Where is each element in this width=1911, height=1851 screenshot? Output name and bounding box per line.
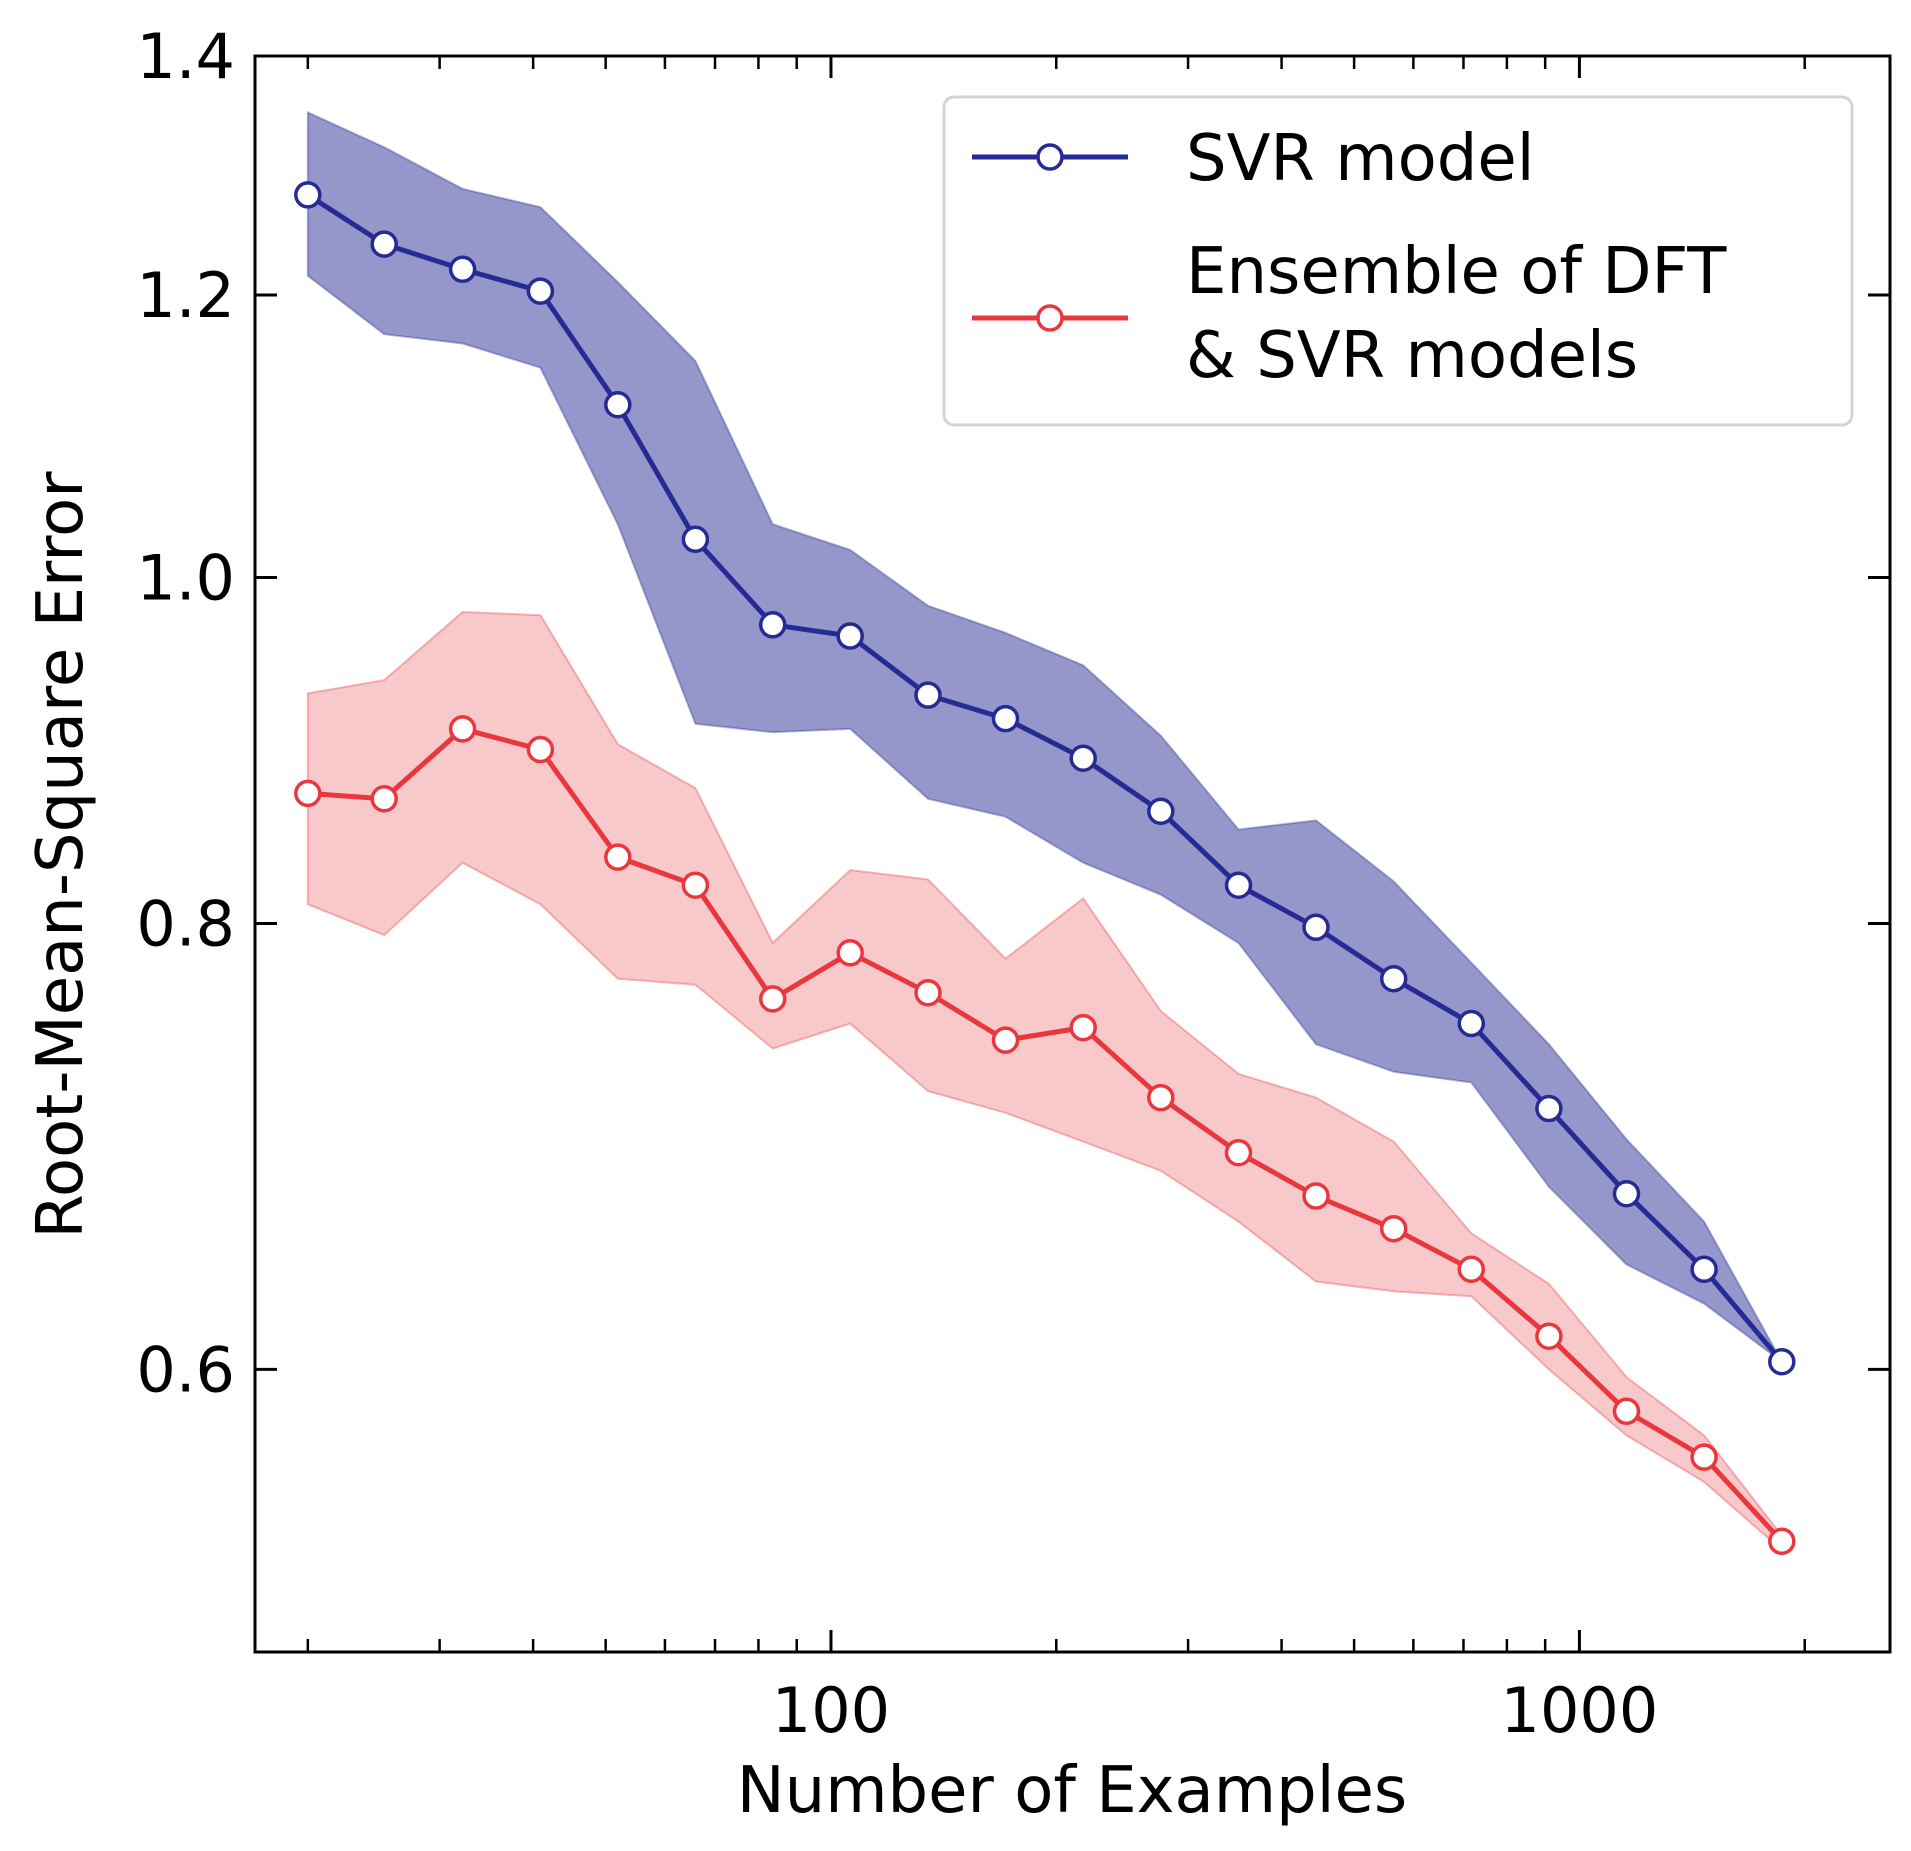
point-series-1-19 (1768, 1527, 1796, 1556)
point-series-0-5 (681, 525, 710, 554)
legend-svr-marker (1036, 143, 1064, 171)
x-tick-label-0: 100 (772, 1674, 890, 1747)
legend-ensemble-label-line-2: & SVR models (1186, 319, 1638, 393)
x-axis-label: Number of Examples (737, 1754, 1407, 1828)
legend-ensemble-marker (1036, 304, 1064, 332)
point-series-1-12 (1224, 1138, 1253, 1167)
tick-labels: 0.6 0.8 1.0 1.2 1.4 100 1000 (136, 20, 1658, 1747)
point-series-1-14 (1379, 1214, 1408, 1243)
series-markers (294, 181, 1796, 1556)
point-series-1-5 (681, 871, 710, 899)
point-series-0-13 (1302, 913, 1330, 942)
point-series-0-17 (1612, 1179, 1641, 1208)
y-tick-label-2: 1.0 (136, 542, 235, 615)
point-series-1-10 (1069, 1013, 1097, 1042)
y-tick-label-1: 0.8 (136, 887, 235, 960)
point-series-0-12 (1224, 871, 1253, 899)
point-series-0-7 (836, 622, 864, 650)
legend: SVR model Ensemble of DFT & SVR models (942, 95, 1854, 427)
point-series-0-1 (370, 230, 398, 258)
point-series-0-18 (1690, 1255, 1718, 1284)
point-series-1-1 (370, 785, 398, 813)
legend-ensemble-label: Ensemble of DFT & SVR models (1186, 235, 1747, 393)
point-series-1-9 (991, 1026, 1020, 1054)
point-series-0-10 (1069, 744, 1097, 772)
axis-ticks (255, 54, 1890, 1652)
point-series-1-3 (526, 735, 555, 764)
point-series-1-17 (1612, 1397, 1641, 1426)
legend-svr-label: SVR model (1186, 122, 1535, 196)
point-series-1-16 (1535, 1322, 1563, 1350)
point-series-1-18 (1690, 1443, 1718, 1471)
point-series-0-2 (448, 255, 477, 284)
point-series-0-19 (1768, 1347, 1796, 1376)
point-series-1-15 (1457, 1255, 1486, 1284)
point-series-0-15 (1457, 1009, 1486, 1038)
point-series-0-0 (294, 181, 322, 209)
legend-ensemble-label-line-1: Ensemble of DFT (1186, 235, 1727, 309)
point-series-0-8 (914, 681, 942, 709)
point-series-0-9 (991, 704, 1020, 733)
line-series-0 (306, 192, 1784, 1364)
y-axis-label: Root-Mean-Square Error (24, 471, 98, 1239)
line-series-1 (307, 726, 1784, 1543)
point-series-1-2 (448, 715, 477, 743)
point-series-0-4 (604, 390, 632, 419)
point-series-1-13 (1302, 1182, 1330, 1210)
y-tick-label-4: 1.4 (136, 20, 235, 93)
x-tick-label-1: 1000 (1501, 1674, 1659, 1747)
point-series-1-7 (836, 939, 864, 967)
plot-frame (253, 54, 1892, 1654)
legend-box (942, 95, 1854, 427)
point-series-0-11 (1147, 797, 1175, 826)
point-series-1-6 (758, 985, 787, 1013)
point-series-0-6 (758, 611, 787, 639)
point-series-0-14 (1379, 964, 1408, 993)
y-tick-label-3: 1.2 (136, 259, 235, 332)
series-lines (306, 192, 1784, 1543)
point-series-1-0 (294, 779, 322, 808)
point-series-1-4 (604, 843, 632, 871)
y-tick-label-0: 0.6 (136, 1333, 235, 1406)
point-series-1-11 (1147, 1083, 1175, 1112)
point-series-0-3 (526, 277, 555, 305)
point-series-1-8 (914, 979, 942, 1007)
point-series-0-16 (1535, 1094, 1563, 1123)
